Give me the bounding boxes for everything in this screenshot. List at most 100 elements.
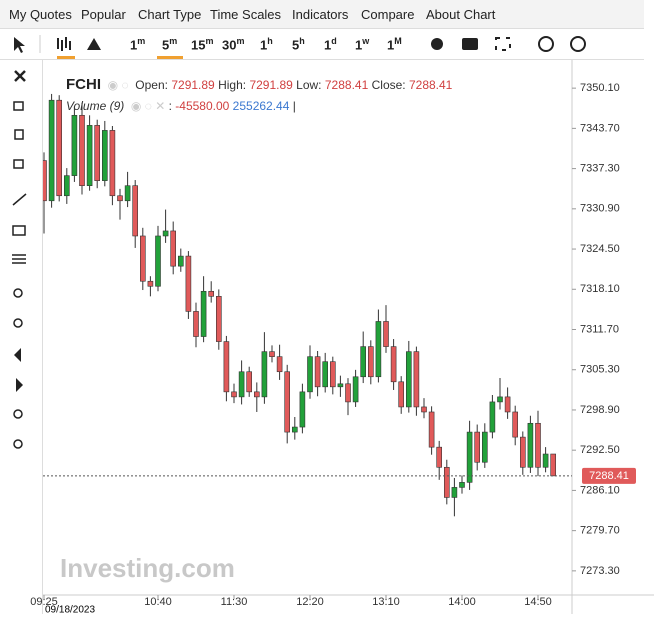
candle-body (504, 396, 511, 413)
tool-icon[interactable] (14, 129, 24, 140)
candle-body (79, 115, 85, 186)
menu-item[interactable]: My Quotes (9, 7, 72, 22)
tool-icon[interactable] (13, 409, 23, 419)
candle-body (421, 406, 427, 413)
y-tick-label: 7337.30 (580, 163, 620, 175)
timeframe[interactable]: 5h (292, 36, 305, 53)
timeframe[interactable]: 1d (324, 36, 337, 53)
volume-label: Volume (9) (66, 99, 125, 113)
y-tick-label: 7343.70 (580, 122, 620, 134)
menu-item[interactable]: Chart Type (138, 7, 202, 22)
volume-value: 255262.44 (232, 99, 290, 113)
timeframe[interactable]: 5m (162, 36, 178, 53)
candle-body (352, 376, 359, 403)
tool-icon[interactable] (14, 348, 21, 362)
candle-body (443, 466, 450, 498)
menu-item[interactable]: Time Scales (210, 7, 282, 22)
tool-icon[interactable] (13, 159, 24, 169)
candle-body (185, 255, 192, 312)
tool-icon[interactable] (12, 193, 27, 206)
upload-icon[interactable] (570, 36, 586, 52)
legend-value: 7288.41 (408, 78, 453, 92)
x-tick-label: 10:40 (144, 596, 172, 608)
candle-body (307, 356, 313, 393)
candle-body (367, 346, 374, 378)
candle-body (102, 130, 108, 181)
watermark: Investing.com (60, 553, 235, 583)
x-tick-label: 09:25 (30, 596, 58, 608)
candle-body (284, 371, 291, 433)
volume-value: -45580.00 (175, 99, 230, 113)
candle-body (170, 230, 176, 267)
candle-body (246, 371, 252, 393)
candle-body (413, 351, 420, 408)
candles-icon[interactable] (57, 37, 71, 51)
symbol: FCHI (66, 76, 101, 93)
candle-body (497, 396, 503, 403)
candle-body (155, 235, 161, 287)
y-tick-label: 7324.50 (580, 243, 620, 255)
download-icon[interactable] (538, 36, 554, 52)
tool-icon[interactable] (16, 378, 23, 392)
candle-body (405, 351, 412, 408)
candle-body (428, 411, 435, 448)
candle-body (124, 185, 131, 202)
y-tick-label: 7330.90 (580, 203, 620, 215)
tool-icon[interactable] (12, 254, 26, 264)
timeframe[interactable]: 1w (355, 36, 370, 53)
timeframe[interactable]: 15m (191, 36, 214, 53)
y-tick-label: 7273.30 (580, 565, 620, 577)
menu-item[interactable]: Indicators (292, 7, 349, 22)
timeframe[interactable]: 1m (130, 36, 146, 53)
area-icon[interactable] (87, 38, 101, 50)
candle-body (489, 401, 496, 433)
candle-body (291, 426, 298, 433)
candle-body (109, 130, 116, 197)
menu-item[interactable]: Compare (361, 7, 415, 22)
close-icon[interactable] (14, 70, 26, 82)
candle-body (360, 346, 367, 378)
candle-body (193, 311, 199, 337)
candle-body (542, 453, 549, 468)
tool-icon[interactable] (13, 101, 24, 111)
candle-body (223, 341, 230, 393)
candle-body (132, 185, 138, 237)
timeframe[interactable]: 1M (387, 36, 402, 53)
candle-body (64, 175, 70, 197)
candle-body (474, 431, 481, 463)
candle-body (337, 383, 344, 388)
camera-icon[interactable] (462, 38, 478, 50)
tool-icon[interactable] (12, 225, 26, 236)
tool-icon[interactable] (13, 318, 23, 328)
last-price-box (582, 467, 636, 484)
candle-body (299, 391, 306, 428)
legend-value: 7288.41 (324, 78, 369, 92)
y-tick-label: 7279.70 (580, 525, 620, 537)
tool-icons (12, 70, 27, 449)
volume-legend: Volume (9) ◉ ◌ ✕ : -45580.00 255262.44 | (66, 99, 296, 113)
volume-sep: : (168, 99, 172, 113)
candle-body (216, 296, 222, 342)
menu-item[interactable]: About Chart (426, 7, 496, 22)
tool-icon[interactable] (13, 288, 23, 298)
fullscreen-icon[interactable] (495, 37, 511, 51)
drawing-tools (0, 60, 43, 614)
settings-icon[interactable] (431, 38, 443, 50)
candle-body (269, 351, 275, 357)
timeframe[interactable]: 30m (222, 36, 245, 53)
tool-icon[interactable] (13, 439, 23, 449)
timeframe[interactable]: 1h (260, 36, 273, 53)
candle-body (200, 290, 207, 337)
last-price-label: 7288.41 (589, 470, 629, 482)
candle-body (147, 280, 154, 287)
candle-body (345, 383, 351, 403)
cursor-icon[interactable] (14, 37, 25, 53)
toolbar-icons (14, 35, 586, 59)
menu-item[interactable]: Popular (81, 7, 126, 22)
active-marker (157, 56, 183, 59)
candle-body (71, 115, 78, 176)
candle-body (519, 436, 526, 468)
candle-body (322, 361, 329, 388)
candle-body (466, 431, 473, 483)
